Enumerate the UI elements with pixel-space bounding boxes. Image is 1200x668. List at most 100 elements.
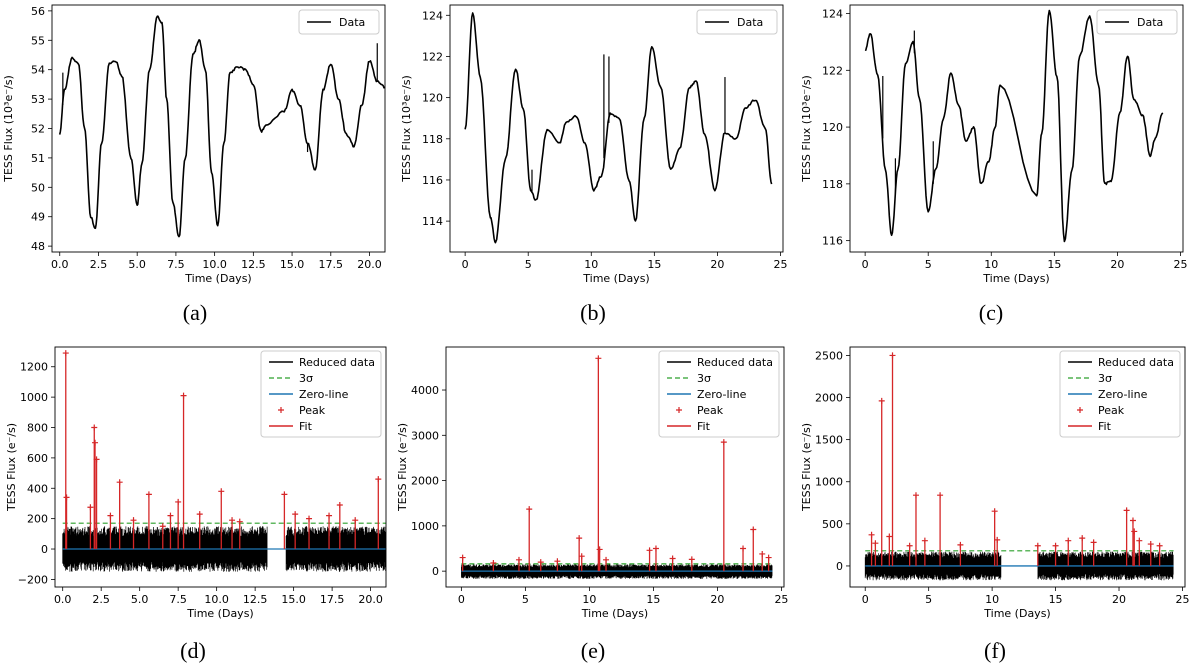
caption-e: (e) [580, 638, 606, 663]
peak-marker [116, 479, 123, 486]
legend-swatch-peak [676, 407, 682, 413]
x-tick-label: 0.0 [54, 593, 72, 606]
x-tick-label: 0 [862, 258, 869, 271]
peak-marker [1065, 537, 1072, 544]
y-axis-label: TESS Flux (10³e⁻/s) [800, 75, 813, 183]
peak-marker [1052, 542, 1059, 549]
x-tick-label: 17.5 [320, 593, 345, 606]
peak-marker [62, 350, 69, 357]
peak-marker [921, 537, 928, 544]
peak-marker [595, 355, 602, 362]
peak-marker [937, 492, 944, 499]
legend-fit-label: Fit [697, 420, 711, 433]
y-tick-label: 0 [41, 543, 48, 556]
x-tick-label: 10 [584, 258, 598, 271]
x-tick-label: 15 [1049, 593, 1063, 606]
y-tick-label: 2000 [815, 392, 843, 405]
peak-marker [218, 488, 225, 495]
legend-sigma-label: 3σ [1098, 372, 1112, 385]
panel-f: 0 5 10 15 20 25 0 500 1000 1500 2000 2500 Time (Days… [800, 340, 1200, 630]
peak-marker [196, 511, 203, 518]
peak-marker [326, 512, 333, 519]
peak-marker [994, 536, 1001, 543]
legend-reduced-label: Reduced data [1098, 356, 1174, 369]
peak-marker [554, 558, 561, 565]
x-tick-label: 0 [862, 593, 869, 606]
peak-marker [159, 523, 166, 530]
y-axis-label: TESS Flux (10³e⁻/s) [400, 75, 413, 183]
peak-marker [336, 501, 343, 508]
peak-marker [1079, 535, 1086, 542]
x-tick-label: 15 [646, 593, 660, 606]
peak-marker [1123, 507, 1130, 514]
peak-marker [63, 494, 70, 501]
y-tick-label: 200 [27, 513, 48, 526]
x-tick-label: 5 [525, 258, 532, 271]
legend-reduced-label: Reduced data [299, 356, 375, 369]
x-tick-label: 0.0 [51, 258, 69, 271]
legend-box [1096, 9, 1178, 35]
data-line [58, 15, 386, 238]
y-tick-label: 2000 [411, 475, 439, 488]
x-tick-label: 12.5 [241, 258, 266, 271]
y-axis-label: TESS Flux (e⁻/s) [800, 423, 813, 512]
y-tick-label: 54 [31, 64, 45, 77]
peak-marker [1034, 542, 1041, 549]
x-tick-label: 20 [710, 258, 724, 271]
y-tick-label: 1000 [20, 391, 48, 404]
y-tick-label: 53 [31, 93, 45, 106]
x-tick-label: 17.5 [319, 258, 344, 271]
x-tick-label: 20.0 [357, 258, 382, 271]
panel-b: 0 5 10 15 20 25 114 116 118 120 122 124 Time (Days) T… [400, 0, 800, 290]
peak-marker [537, 559, 544, 566]
chart-b: 0 5 10 15 20 25 114 116 118 120 122 124 Time (Days) T… [400, 4, 787, 285]
caption-c: (c) [978, 300, 1004, 325]
legend-sigma-label: 3σ [697, 372, 711, 385]
y-tick-label: 3000 [411, 429, 439, 442]
peak-marker [1136, 537, 1143, 544]
peak-marker [906, 542, 913, 549]
peak-marker [759, 550, 766, 557]
x-tick-label: 25 [773, 258, 787, 271]
x-tick-label: 25 [1175, 593, 1189, 606]
legend-zero-label: Zero-line [299, 388, 349, 401]
legend-zero-label: Zero-line [1098, 388, 1148, 401]
peak-marker [490, 560, 497, 566]
y-tick-label: 122 [822, 64, 843, 77]
plot-frame [54, 346, 387, 588]
legend-box [298, 9, 380, 35]
x-axis-label: Time (Days) [582, 272, 649, 285]
peak-marker [878, 397, 885, 404]
peak-marker [375, 476, 382, 483]
x-tick-label: 0 [458, 593, 465, 606]
x-tick-label: 10.0 [204, 593, 229, 606]
peak-marker [596, 546, 603, 553]
peak-marker [991, 508, 998, 515]
y-tick-label: 4000 [411, 384, 439, 397]
legend-label: Data [737, 16, 763, 29]
peak-marker [87, 504, 94, 511]
y-tick-label: 2500 [815, 349, 843, 362]
peak-marker [526, 506, 533, 513]
x-tick-label: 15 [647, 258, 661, 271]
data-line [464, 12, 773, 244]
peak-marker [868, 531, 875, 538]
data-line [864, 9, 1164, 243]
x-tick-label: 7.5 [169, 593, 187, 606]
y-tick-label: 1000 [815, 476, 843, 489]
plot-frame [849, 4, 1184, 253]
y-tick-label: 116 [822, 235, 843, 248]
x-tick-label: 15.0 [280, 258, 305, 271]
caption-b: (b) [580, 300, 606, 325]
plot-frame [449, 4, 784, 253]
x-axis-label: Time (Days) [581, 607, 648, 620]
legend-reduced-label: Reduced data [697, 356, 773, 369]
x-axis-label: Time (Days) [982, 272, 1049, 285]
x-tick-label: 20 [710, 593, 724, 606]
x-tick-label: 20 [1110, 258, 1124, 271]
legend-swatch-peak [278, 407, 284, 413]
peak-marker [107, 512, 114, 519]
peak-marker [750, 526, 757, 533]
peak-marker [281, 491, 288, 498]
peak-marker [765, 554, 772, 561]
